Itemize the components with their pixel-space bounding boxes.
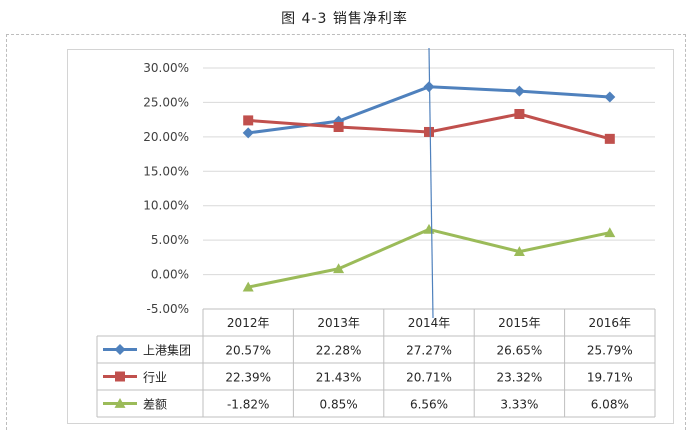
data-point [424,126,434,137]
series-line [247,227,611,289]
data-point [604,133,615,144]
table-cell-value: 19.71% [587,371,633,385]
data-point [333,263,345,274]
data-point [604,91,616,103]
table-cell-value: -1.82% [227,398,269,412]
series-lines [242,81,616,292]
data-point [243,115,254,126]
table-cell-value: 6.08% [591,398,629,412]
table-cell-value: 20.71% [406,371,452,385]
x-category-label: 2013年 [317,316,360,330]
y-tick-label: -5.00% [147,302,189,316]
data-point [115,371,125,382]
data-point [513,85,525,97]
table-cell-value: 0.85% [320,398,358,412]
y-tick-label: 25.00% [143,95,189,109]
data-point [513,246,525,257]
y-tick-label: 0.00% [151,268,189,282]
legend-label: 上港集团 [143,343,191,358]
x-category-label: 2012年 [227,316,270,330]
table-cell-value: 3.33% [500,398,538,412]
table-cell-value: 27.27% [406,344,452,358]
legend-label: 差额 [143,398,167,412]
table-cell-value: 23.32% [497,371,543,385]
y-tick-label: 10.00% [143,199,189,213]
legend-label: 行业 [143,371,167,385]
data-point [604,227,616,238]
y-tick-label: 15.00% [143,164,189,178]
table-cell-value: 25.79% [587,344,633,358]
data-point [114,344,126,355]
chart-area-border [67,49,674,424]
table-cell-value: 20.57% [225,344,271,358]
table-cell-value: 6.56% [410,398,448,412]
chart-caption: 图 4-3 销售净利率 [281,11,408,27]
data-point [114,398,126,408]
y-axis-ticks: -5.00% 0.00% 5.00% 10.00% 15.00% 20.00% 25.00%… [143,61,189,316]
data-point [514,108,525,119]
x-category-label: 2015年 [498,316,541,330]
data-point [242,127,254,139]
table-cell-value: 26.65% [497,344,543,358]
table-cell-value: 21.43% [316,371,362,385]
document-frame [6,34,686,430]
y-tick-label: 30.00% [143,61,189,75]
y-tick-label: 20.00% [143,130,189,144]
table-cell-value: 22.39% [225,371,271,385]
data-point [333,122,344,133]
x-category-label: 2014年 [408,316,451,330]
series-line [248,85,610,135]
x-category-label: 2016年 [589,316,632,330]
y-tick-label: 5.00% [151,233,189,247]
data-point [242,281,254,292]
cursor-line [428,47,434,319]
gridlines [203,67,655,276]
table-cell-value: 22.28% [316,344,362,358]
